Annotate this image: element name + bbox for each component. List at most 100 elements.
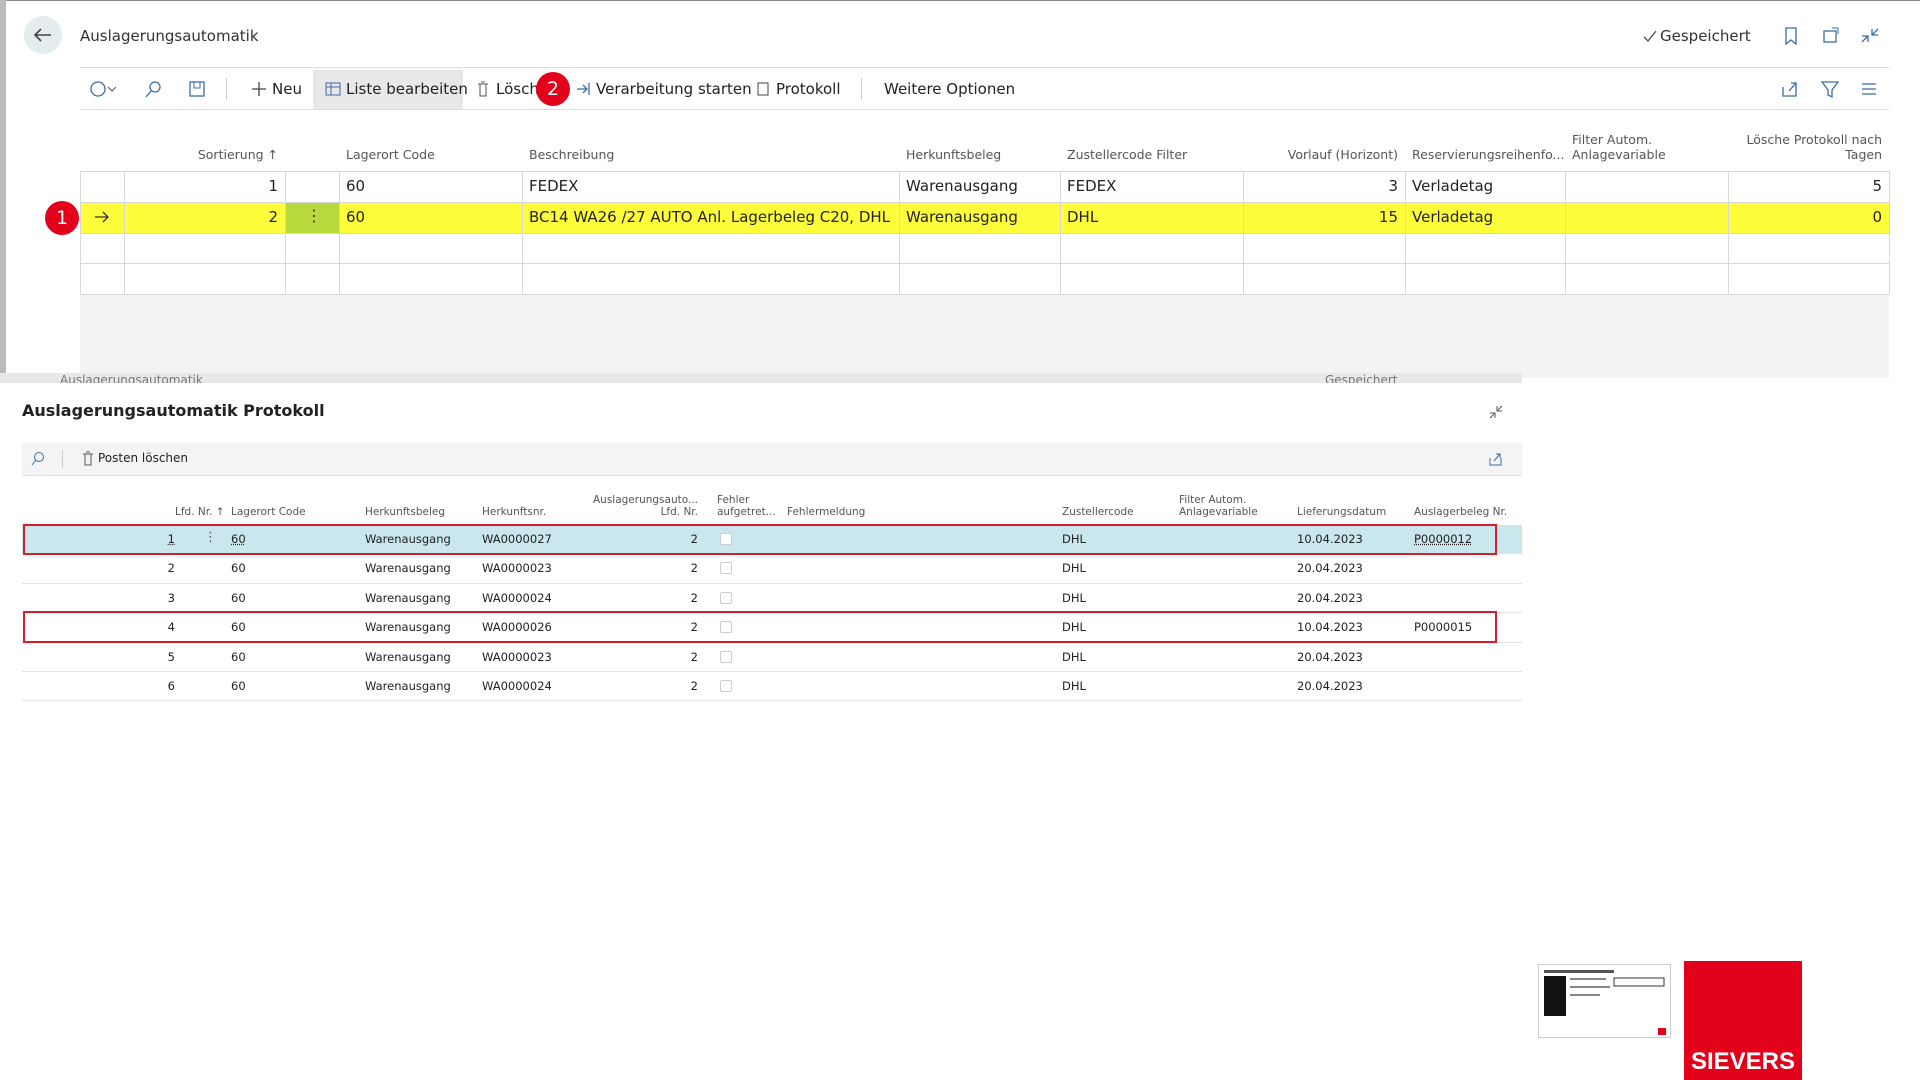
checkbox[interactable]: [720, 591, 732, 604]
collapse-icon[interactable]: [1488, 404, 1504, 420]
table-cell-text: 2: [690, 561, 698, 576]
table-cell-text: WA0000026: [482, 620, 552, 635]
table-cell-text: 0: [1872, 209, 1882, 226]
table-cell: [285, 233, 339, 263]
table-cell-text: Verladetag: [1412, 178, 1494, 195]
column-header[interactable]: Lagerort Code: [346, 146, 435, 162]
table-cell: [1405, 263, 1565, 295]
table-cell-text: BC14 WA26 /27 AUTO Anl. Lagerbeleg C20, …: [529, 209, 892, 226]
header-icons[interactable]: [1782, 26, 1882, 46]
table-cell-text: Warenausgang: [365, 590, 451, 605]
column-header[interactable]: Lieferungsdatum: [1297, 505, 1387, 518]
table-cell-text: 20.04.2023: [1297, 561, 1363, 576]
checkbox[interactable]: [720, 533, 732, 545]
column-header[interactable]: Herkunftsbeleg: [365, 505, 446, 518]
table-cell-text: FEDEX: [529, 178, 579, 195]
toolbar-button[interactable]: Verarbeitung starten: [596, 80, 752, 98]
table-row: [22, 583, 1522, 614]
table-cell-text: 5: [167, 649, 175, 664]
column-header[interactable]: Lagerort Code: [231, 505, 306, 518]
column-header[interactable]: Zustellercode: [1062, 505, 1134, 518]
row-more[interactable]: ⋮: [204, 530, 217, 545]
table-cell: [522, 171, 899, 202]
column-header[interactable]: Auslagerungsauto... Lfd. Nr.: [592, 493, 698, 518]
table-cell-text: 2: [690, 620, 698, 635]
column-header[interactable]: Herkunftsbeleg: [906, 146, 1002, 162]
table-cell-text: Warenausgang: [365, 561, 451, 576]
table-cell-text: 60: [231, 590, 246, 605]
column-header[interactable]: Filter Autom. Anlagevariable: [1572, 132, 1666, 162]
column-header[interactable]: Filter Autom. Anlagevariable: [1179, 493, 1258, 518]
table-cell: [899, 202, 1060, 233]
table-cell-text: FEDEX: [1067, 178, 1117, 195]
table-cell-text: WA0000024: [482, 679, 552, 693]
table-cell-text: 60: [231, 620, 246, 635]
thumbnail: [1538, 964, 1671, 1038]
table-cell-text: 10.04.2023: [1297, 620, 1363, 635]
column-header[interactable]: Sortierung ↑: [197, 146, 278, 162]
table-cell: [1728, 171, 1890, 202]
column-header[interactable]: Lösche Protokoll nach Tagen: [1746, 132, 1882, 162]
column-header[interactable]: Beschreibung: [529, 146, 615, 162]
back-icon: [33, 28, 51, 42]
table-cell: [899, 233, 1060, 263]
row-more[interactable]: ⋮: [306, 206, 322, 225]
table-cell-text: 5: [1872, 178, 1882, 195]
checkbox[interactable]: [720, 680, 732, 692]
table-cell-text: DHL: [1062, 561, 1086, 576]
toolbar-icon: [577, 83, 590, 95]
table-cell-text: 60: [231, 561, 246, 576]
table-cell: [1060, 171, 1243, 202]
table-cell: [1565, 233, 1728, 263]
left-edge: [0, 0, 6, 378]
table-cell-text: 1: [268, 178, 278, 195]
column-header[interactable]: Reservierungsreihenfo...: [1412, 146, 1565, 162]
table-cell-text: 2: [268, 209, 278, 226]
table-cell: [339, 233, 522, 263]
toolbar-button[interactable]: Neu: [272, 80, 302, 98]
share-icon[interactable]: [1488, 451, 1504, 467]
toolbar-button[interactable]: Liste bearbeiten: [346, 80, 468, 98]
table-cell-text: 60: [231, 532, 246, 546]
search-icon[interactable]: [30, 451, 46, 467]
column-header[interactable]: Fehlermeldung: [787, 505, 866, 518]
divider: [80, 109, 1889, 110]
highlight-box: [23, 524, 1497, 556]
table-cell: [339, 171, 522, 202]
table-cell-text: DHL: [1062, 532, 1086, 546]
toolbar-right-icons[interactable]: [1780, 79, 1880, 99]
table-cell: [124, 171, 285, 202]
table-cell-text: 20.04.2023: [1297, 679, 1363, 693]
table-cell-text: 2: [690, 679, 698, 693]
table-row: [22, 642, 1522, 672]
column-header[interactable]: Vorlauf (Horizont): [1287, 146, 1398, 162]
table-cell-text: Warenausgang: [365, 532, 451, 546]
table-cell-text: WA0000027: [482, 532, 552, 546]
ghost-header: Auslagerungsautomatik Gespeichert: [0, 373, 1522, 383]
toolbar-button[interactable]: Weitere Optionen: [884, 80, 1016, 98]
column-header[interactable]: Auslagerbeleg Nr.: [1414, 505, 1508, 518]
toolbar-button[interactable]: Posten löschen: [98, 451, 189, 465]
table-cell-text: DHL: [1062, 620, 1086, 635]
table-cell: [1405, 202, 1565, 233]
toolbar-button[interactable]: Protokoll: [776, 80, 841, 98]
row-highlight: [80, 202, 1889, 233]
table-cell: [1405, 233, 1565, 263]
checkbox[interactable]: [720, 621, 732, 634]
back-button[interactable]: [24, 16, 62, 54]
table-cell: [80, 233, 124, 263]
checkbox[interactable]: [720, 650, 732, 663]
table-cell: [285, 171, 339, 202]
table-cell-text: Warenausgang: [365, 679, 451, 693]
table-cell: [1243, 202, 1405, 233]
column-header[interactable]: Herkunftsnr.: [482, 505, 547, 518]
checkbox[interactable]: [720, 562, 732, 575]
table-cell: [1060, 202, 1243, 233]
column-header[interactable]: Fehler aufgetret...: [717, 493, 776, 518]
column-header[interactable]: Lfd. Nr. ↑: [175, 505, 225, 518]
table-cell-text: 2: [690, 649, 698, 664]
toolbar-left-icons[interactable]: [88, 79, 228, 99]
column-header[interactable]: Zustellercode Filter: [1067, 146, 1188, 162]
